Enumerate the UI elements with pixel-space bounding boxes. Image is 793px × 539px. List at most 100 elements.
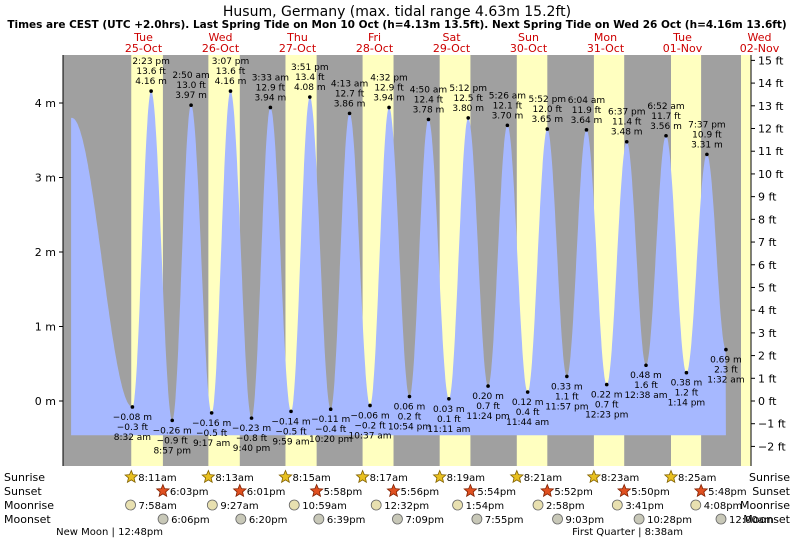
high-tide-time: 5:12 pm: [449, 84, 487, 94]
axes: 4 m 3 m 2 m 1 m 0 m 15 ft 14 ft 13 ft 12 ft 11 ft…: [35, 54, 786, 466]
low-tide-feet: −0.8 ft: [236, 434, 268, 444]
sunset-icon: [693, 483, 709, 498]
high-tide-feet: 12.7 ft: [335, 89, 365, 99]
moon-phase-label: First Quarter | 8:38am: [572, 527, 683, 538]
low-tide-point: [604, 382, 609, 387]
moonrise-time: 7:58am: [139, 501, 177, 512]
sunrise-time: 8:23am: [601, 473, 639, 484]
high-tide-time: 2:50 am: [172, 71, 209, 81]
high-tide-metres: 3.94 m: [255, 93, 287, 103]
sunrise-icon: [663, 469, 679, 484]
sunrise-icon: [278, 469, 293, 484]
low-tide-time: 9:40 pm: [233, 444, 271, 454]
high-tide-time: 2:23 pm: [132, 57, 170, 67]
low-tide-point: [130, 405, 135, 409]
row-label-moonrise: Moonrise: [4, 499, 54, 512]
moonrise-time: 2:58pm: [546, 501, 585, 512]
high-tide-point: [545, 127, 550, 131]
high-tide-metres: 3.56 m: [650, 122, 682, 132]
low-tide-point: [368, 403, 372, 408]
day-date: 29-Oct: [433, 42, 471, 55]
high-tide-metres: 3.78 m: [413, 105, 445, 115]
high-tide-feet: 13.0 ft: [176, 81, 206, 91]
low-tide-feet: 1.2 ft: [675, 389, 699, 399]
day-of-week: Tue: [133, 31, 153, 44]
low-tide-time: 8:32 am: [114, 433, 151, 443]
moonset-time: 7:55pm: [485, 515, 524, 526]
y-right-tick-label: −2 ft: [758, 440, 786, 453]
row-label-moonrise-right: Moonrise: [740, 499, 790, 512]
low-tide-time: 11:57 pm: [545, 402, 588, 412]
moonrise-icon: [532, 499, 544, 511]
high-tide-feet: 13.6 ft: [136, 67, 166, 77]
sunrise-icon: [201, 469, 216, 484]
low-tide-feet: −0.4 ft: [315, 425, 347, 435]
low-tide-point: [328, 407, 333, 411]
sunrise-icon: [355, 469, 370, 484]
high-tide-metres: 3.48 m: [611, 128, 643, 138]
y-left-tick-label: 1 m: [35, 321, 56, 334]
y-right-tick-label: 5 ft: [758, 281, 777, 294]
high-tide-point: [149, 89, 153, 93]
high-tide-point: [466, 116, 471, 120]
day-of-week: Sun: [518, 31, 539, 44]
daylight-band: [741, 55, 751, 466]
tide-curve: [71, 91, 726, 436]
moonrise-time: 12:32pm: [384, 501, 429, 512]
moonset-icon: [157, 513, 169, 525]
moonset-time: 7:09pm: [405, 515, 444, 526]
moonset-icon: [552, 513, 563, 525]
low-tide-point: [565, 374, 569, 379]
row-label-sunset-right: Sunset: [752, 485, 790, 498]
low-tide-feet: 0.7 ft: [595, 401, 619, 411]
low-tide-point: [289, 409, 293, 414]
day-of-week: Fri: [368, 31, 381, 44]
low-tide-metres: −0.11 m: [311, 415, 350, 425]
low-tide-feet: 0.1 ft: [437, 415, 461, 425]
low-tide-feet: −0.9 ft: [157, 436, 189, 446]
low-tide-point: [684, 370, 689, 375]
day-of-week: Thu: [286, 31, 308, 44]
sunset-time: 6:01pm: [247, 487, 286, 498]
day-date: 30-Oct: [510, 42, 548, 55]
y-right-tick-label: 14 ft: [758, 77, 784, 90]
y-right-tick-label: 15 ft: [758, 54, 784, 67]
high-tide-metres: 3.86 m: [334, 99, 366, 109]
y-right-tick-label: 3 ft: [758, 327, 777, 340]
low-tide-time: 9:17 am: [193, 439, 230, 449]
moonset-time: 12:00am: [729, 515, 774, 526]
high-tide-feet: 10.9 ft: [692, 130, 722, 140]
low-tide-time: 1:32 am: [707, 376, 744, 386]
sunrise-time: 8:17am: [370, 473, 408, 484]
high-tide-point: [268, 105, 273, 110]
high-tide-feet: 12.0 ft: [533, 105, 563, 115]
y-right-tick-label: 13 ft: [758, 100, 784, 113]
low-tide-feet: 1.1 ft: [555, 392, 579, 402]
y-left-tick-label: 4 m: [35, 97, 56, 110]
day-date: 25-Oct: [125, 42, 163, 55]
sunrise-time: 8:21am: [524, 473, 562, 484]
low-tide-metres: 0.69 m: [710, 356, 742, 366]
low-tide-point: [407, 394, 412, 399]
y-right-tick-label: 11 ft: [758, 145, 784, 158]
sunrise-icon: [586, 469, 602, 484]
low-tide-time: 9:59 am: [272, 437, 309, 447]
moonset-time: 6:20pm: [249, 515, 288, 526]
high-tide-point: [584, 128, 589, 132]
high-tide-metres: 3.64 m: [571, 116, 603, 126]
sunset-time: 5:54pm: [477, 487, 516, 498]
high-tide-feet: 11.9 ft: [572, 106, 602, 116]
sunset-time: 5:52pm: [554, 487, 593, 498]
low-tide-time: 12:38 am: [624, 391, 667, 401]
low-tide-point: [724, 347, 728, 352]
high-tide-point: [387, 105, 391, 110]
sunrise-time: 8:15am: [292, 473, 330, 484]
high-tide-feet: 12.4 ft: [414, 95, 444, 105]
low-tide-metres: −0.16 m: [192, 419, 231, 429]
low-tide-metres: 0.03 m: [433, 405, 465, 415]
moonset-icon: [235, 513, 247, 525]
moonrise-icon: [206, 499, 218, 511]
low-tide-time: 11:44 am: [506, 418, 549, 428]
day-of-week: Sat: [442, 31, 461, 44]
